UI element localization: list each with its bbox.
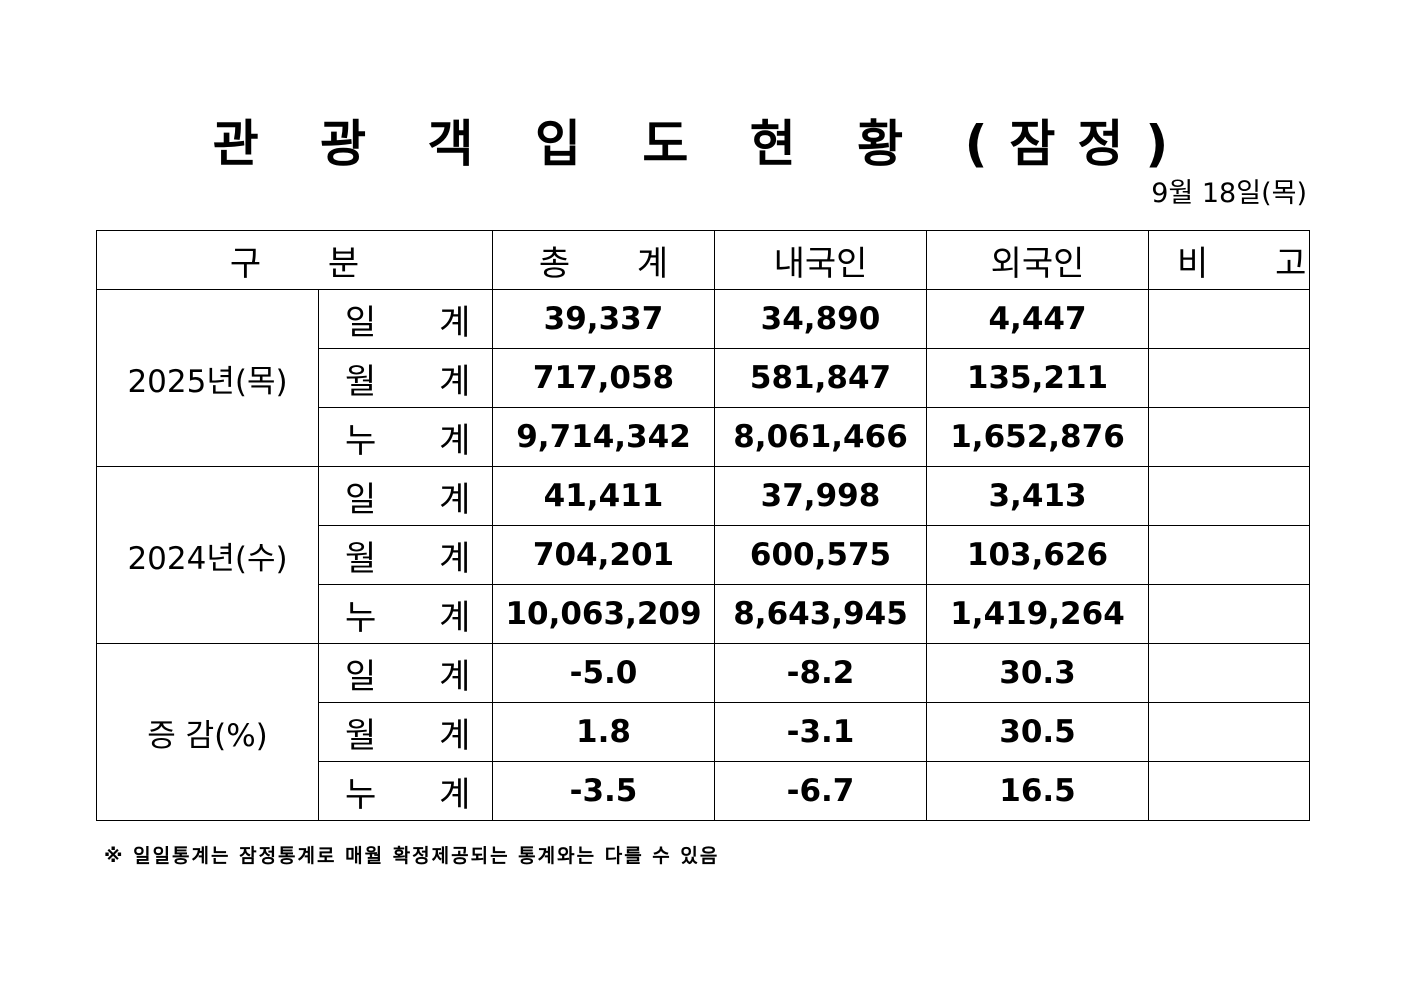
row-sub-label: 일 계 — [318, 289, 493, 349]
cell-total: 717,058 — [492, 348, 715, 408]
row-sub-label: 누 계 — [318, 407, 493, 467]
cell-total: -3.5 — [492, 761, 715, 821]
footnote: ※ 일일통계는 잠정통계로 매월 확정제공되는 통계와는 다를 수 있음 — [104, 845, 720, 867]
tourist-arrivals-table: 구 분 총 계 내국인 외국인 비 고 2025년(목) 일 계 39,337 … — [96, 230, 1310, 821]
cell-remarks — [1148, 289, 1310, 349]
group-label-change: 증 감(%) — [96, 643, 319, 821]
group-label-2024: 2024년(수) — [96, 466, 319, 644]
cell-domestic: 8,643,945 — [714, 584, 927, 644]
table-row: 월 계 704,201 600,575 103,626 — [97, 525, 1310, 585]
cell-foreign: 103,626 — [926, 525, 1149, 585]
cell-remarks — [1148, 466, 1310, 526]
cell-remarks — [1148, 525, 1310, 585]
row-sub-label: 월 계 — [318, 525, 493, 585]
cell-domestic: 581,847 — [714, 348, 927, 408]
cell-foreign: 30.5 — [926, 702, 1149, 762]
cell-total: 1.8 — [492, 702, 715, 762]
cell-total: 10,063,209 — [492, 584, 715, 644]
row-sub-label: 일 계 — [318, 466, 493, 526]
cell-total: -5.0 — [492, 643, 715, 703]
cell-domestic: -8.2 — [714, 643, 927, 703]
cell-domestic: -3.1 — [714, 702, 927, 762]
cell-total: 39,337 — [492, 289, 715, 349]
cell-remarks — [1148, 407, 1310, 467]
cell-remarks — [1148, 348, 1310, 408]
header-domestic: 내국인 — [714, 230, 927, 290]
cell-foreign: 1,652,876 — [926, 407, 1149, 467]
cell-remarks — [1148, 761, 1310, 821]
table-row: 월 계 1.8 -3.1 30.5 — [97, 702, 1310, 762]
cell-total: 41,411 — [492, 466, 715, 526]
report-date: 9월 18일(목) — [1151, 178, 1307, 209]
cell-foreign: 30.3 — [926, 643, 1149, 703]
cell-total: 9,714,342 — [492, 407, 715, 467]
table-row: 누 계 -3.5 -6.7 16.5 — [97, 761, 1310, 821]
group-label-2025: 2025년(목) — [96, 289, 319, 467]
cell-remarks — [1148, 702, 1310, 762]
cell-foreign: 4,447 — [926, 289, 1149, 349]
cell-foreign: 16.5 — [926, 761, 1149, 821]
table-row: 증 감(%) 일 계 -5.0 -8.2 30.3 — [96, 643, 1310, 821]
table-row: 2025년(목) 일 계 39,337 34,890 4,447 — [96, 289, 1310, 467]
cell-total: 704,201 — [492, 525, 715, 585]
table-row: 2024년(수) 일 계 41,411 37,998 3,413 — [96, 466, 1310, 644]
cell-remarks — [1148, 643, 1310, 703]
cell-domestic: 37,998 — [714, 466, 927, 526]
cell-remarks — [1148, 584, 1310, 644]
cell-foreign: 1,419,264 — [926, 584, 1149, 644]
header-category: 구 분 — [96, 230, 493, 290]
table-row: 누 계 10,063,209 8,643,945 1,419,264 — [97, 584, 1310, 644]
table-header-row: 구 분 총 계 내국인 외국인 비 고 — [96, 230, 1310, 290]
header-foreign: 외국인 — [926, 230, 1149, 290]
table-row: 누 계 9,714,342 8,061,466 1,652,876 — [97, 407, 1310, 467]
cell-domestic: 8,061,466 — [714, 407, 927, 467]
cell-domestic: 34,890 — [714, 289, 927, 349]
cell-domestic: -6.7 — [714, 761, 927, 821]
header-total: 총 계 — [492, 230, 715, 290]
cell-foreign: 3,413 — [926, 466, 1149, 526]
header-remarks: 비 고 — [1148, 230, 1310, 290]
row-sub-label: 월 계 — [318, 348, 493, 408]
cell-domestic: 600,575 — [714, 525, 927, 585]
row-sub-label: 월 계 — [318, 702, 493, 762]
page-title: 관 광 객 입 도 현 황 (잠정) — [212, 115, 1191, 173]
cell-foreign: 135,211 — [926, 348, 1149, 408]
row-sub-label: 일 계 — [318, 643, 493, 703]
row-sub-label: 누 계 — [318, 761, 493, 821]
row-sub-label: 누 계 — [318, 584, 493, 644]
